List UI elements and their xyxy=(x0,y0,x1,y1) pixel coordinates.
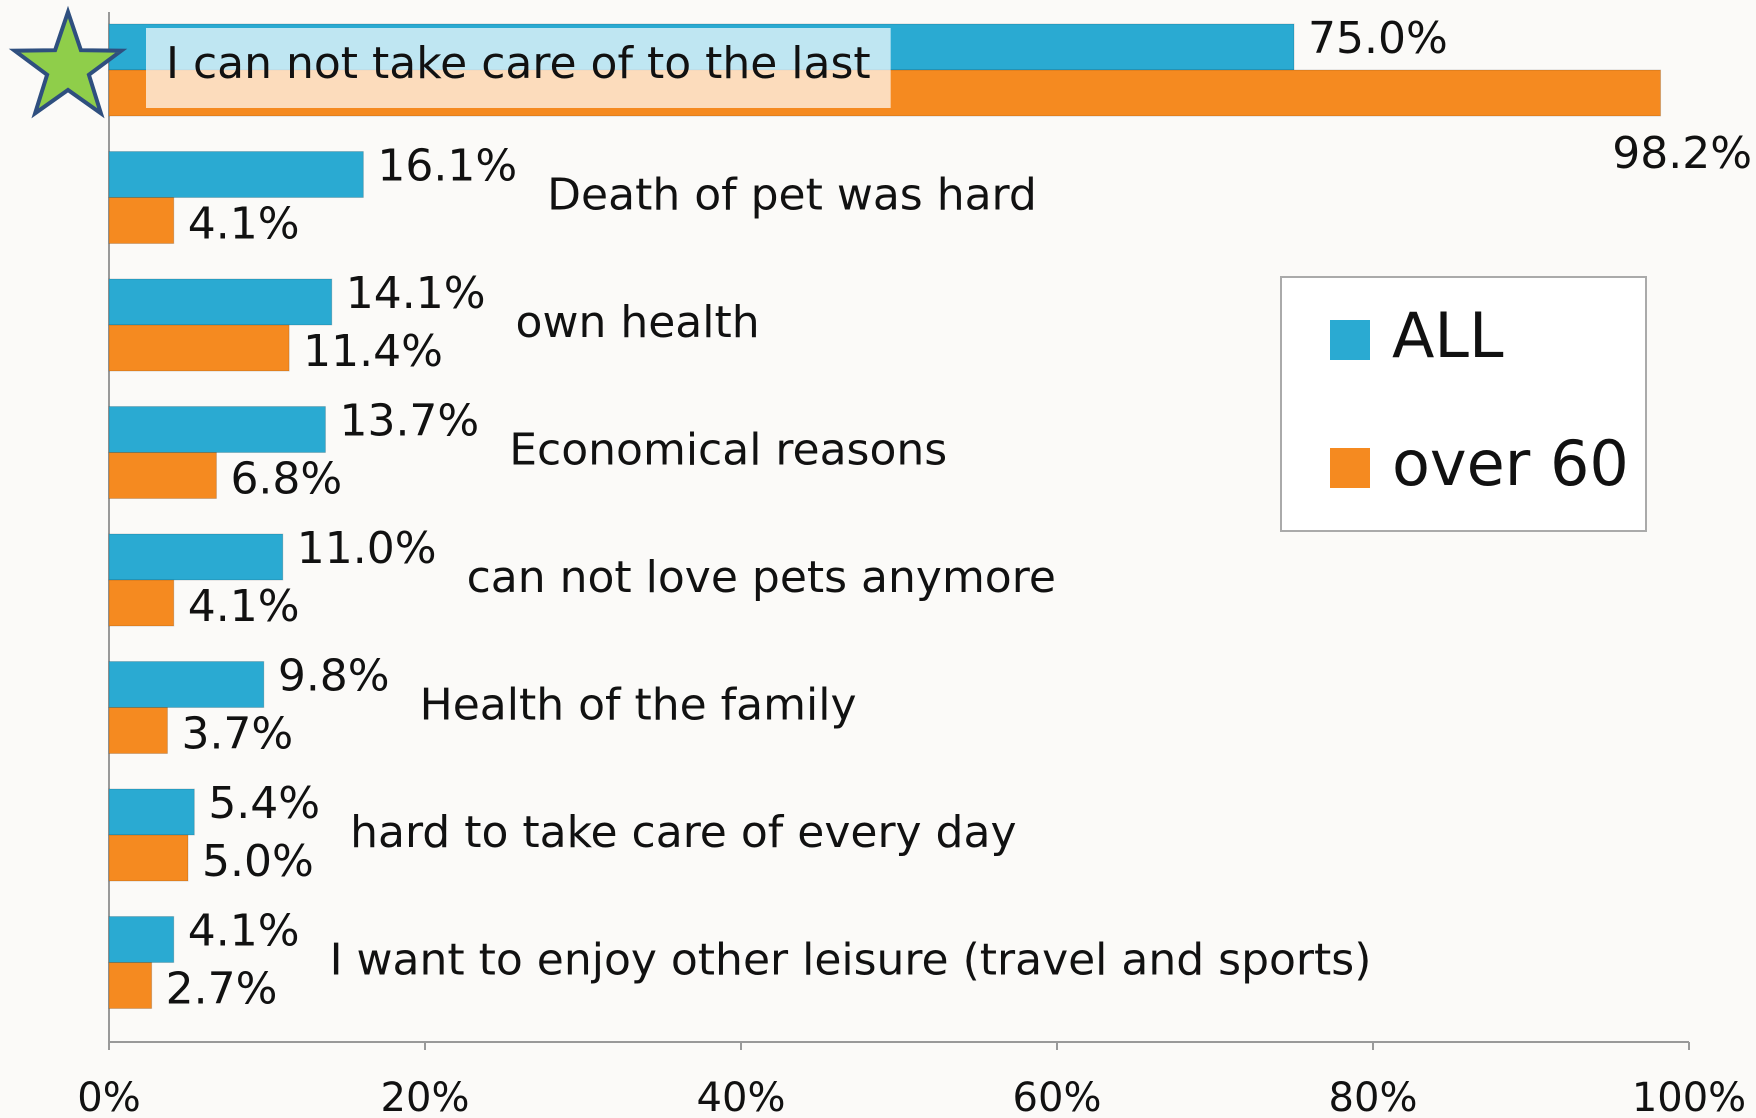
x-tick-label: 80% xyxy=(1329,1075,1418,1118)
bar xyxy=(108,579,175,627)
legend-label: over 60 xyxy=(1392,427,1629,500)
legend-swatch xyxy=(1330,448,1370,488)
x-tick-label: 40% xyxy=(697,1075,786,1118)
value-label: 4.1% xyxy=(188,906,300,957)
x-tick-label: 20% xyxy=(381,1075,470,1118)
value-label: 6.8% xyxy=(230,454,342,505)
legend-box xyxy=(1280,276,1647,532)
bar xyxy=(108,916,175,963)
legend: ALL over 60 xyxy=(1280,276,1647,532)
value-label: 14.1% xyxy=(346,268,486,319)
category-label: Death of pet was hard xyxy=(547,170,1037,221)
legend-label: ALL xyxy=(1392,299,1504,372)
bar xyxy=(108,324,290,372)
x-tick-label: 100% xyxy=(1632,1075,1746,1118)
value-label: 4.1% xyxy=(188,581,300,632)
category-label: I want to enjoy other leisure (travel an… xyxy=(330,935,1372,986)
value-label: 2.7% xyxy=(166,964,278,1015)
bar xyxy=(108,834,189,882)
bar xyxy=(108,278,333,326)
bar xyxy=(108,151,364,198)
category-label: own health xyxy=(516,297,760,348)
value-label: 11.4% xyxy=(303,326,443,377)
value-label: 98.2% xyxy=(1612,128,1752,179)
value-label: 13.7% xyxy=(339,396,479,447)
value-label: 11.0% xyxy=(297,523,437,574)
bar xyxy=(108,707,168,754)
legend-swatch xyxy=(1330,320,1370,360)
category-label: Economical reasons xyxy=(509,425,947,476)
value-label: 5.0% xyxy=(202,836,314,887)
bar xyxy=(108,962,153,1009)
value-label: 16.1% xyxy=(377,141,517,192)
category-label: I can not take care of to the last xyxy=(166,38,871,89)
bar xyxy=(108,452,217,499)
category-label: can not love pets anymore xyxy=(467,552,1056,603)
highlight-box xyxy=(146,28,891,108)
value-label: 5.4% xyxy=(208,778,320,829)
value-label: 9.8% xyxy=(278,651,390,702)
bar xyxy=(108,197,175,244)
bar xyxy=(108,533,284,581)
value-label: 75.0% xyxy=(1308,13,1448,64)
value-label: 4.1% xyxy=(188,199,300,250)
x-tick-label: 60% xyxy=(1013,1075,1102,1118)
x-tick-label: 0% xyxy=(77,1075,140,1118)
value-label: 3.7% xyxy=(181,709,293,760)
bar xyxy=(108,661,265,708)
bar xyxy=(108,406,326,453)
category-label: Health of the family xyxy=(420,680,857,731)
category-label: hard to take care of every day xyxy=(350,807,1016,858)
bar xyxy=(108,788,195,836)
star-icon xyxy=(8,5,128,119)
